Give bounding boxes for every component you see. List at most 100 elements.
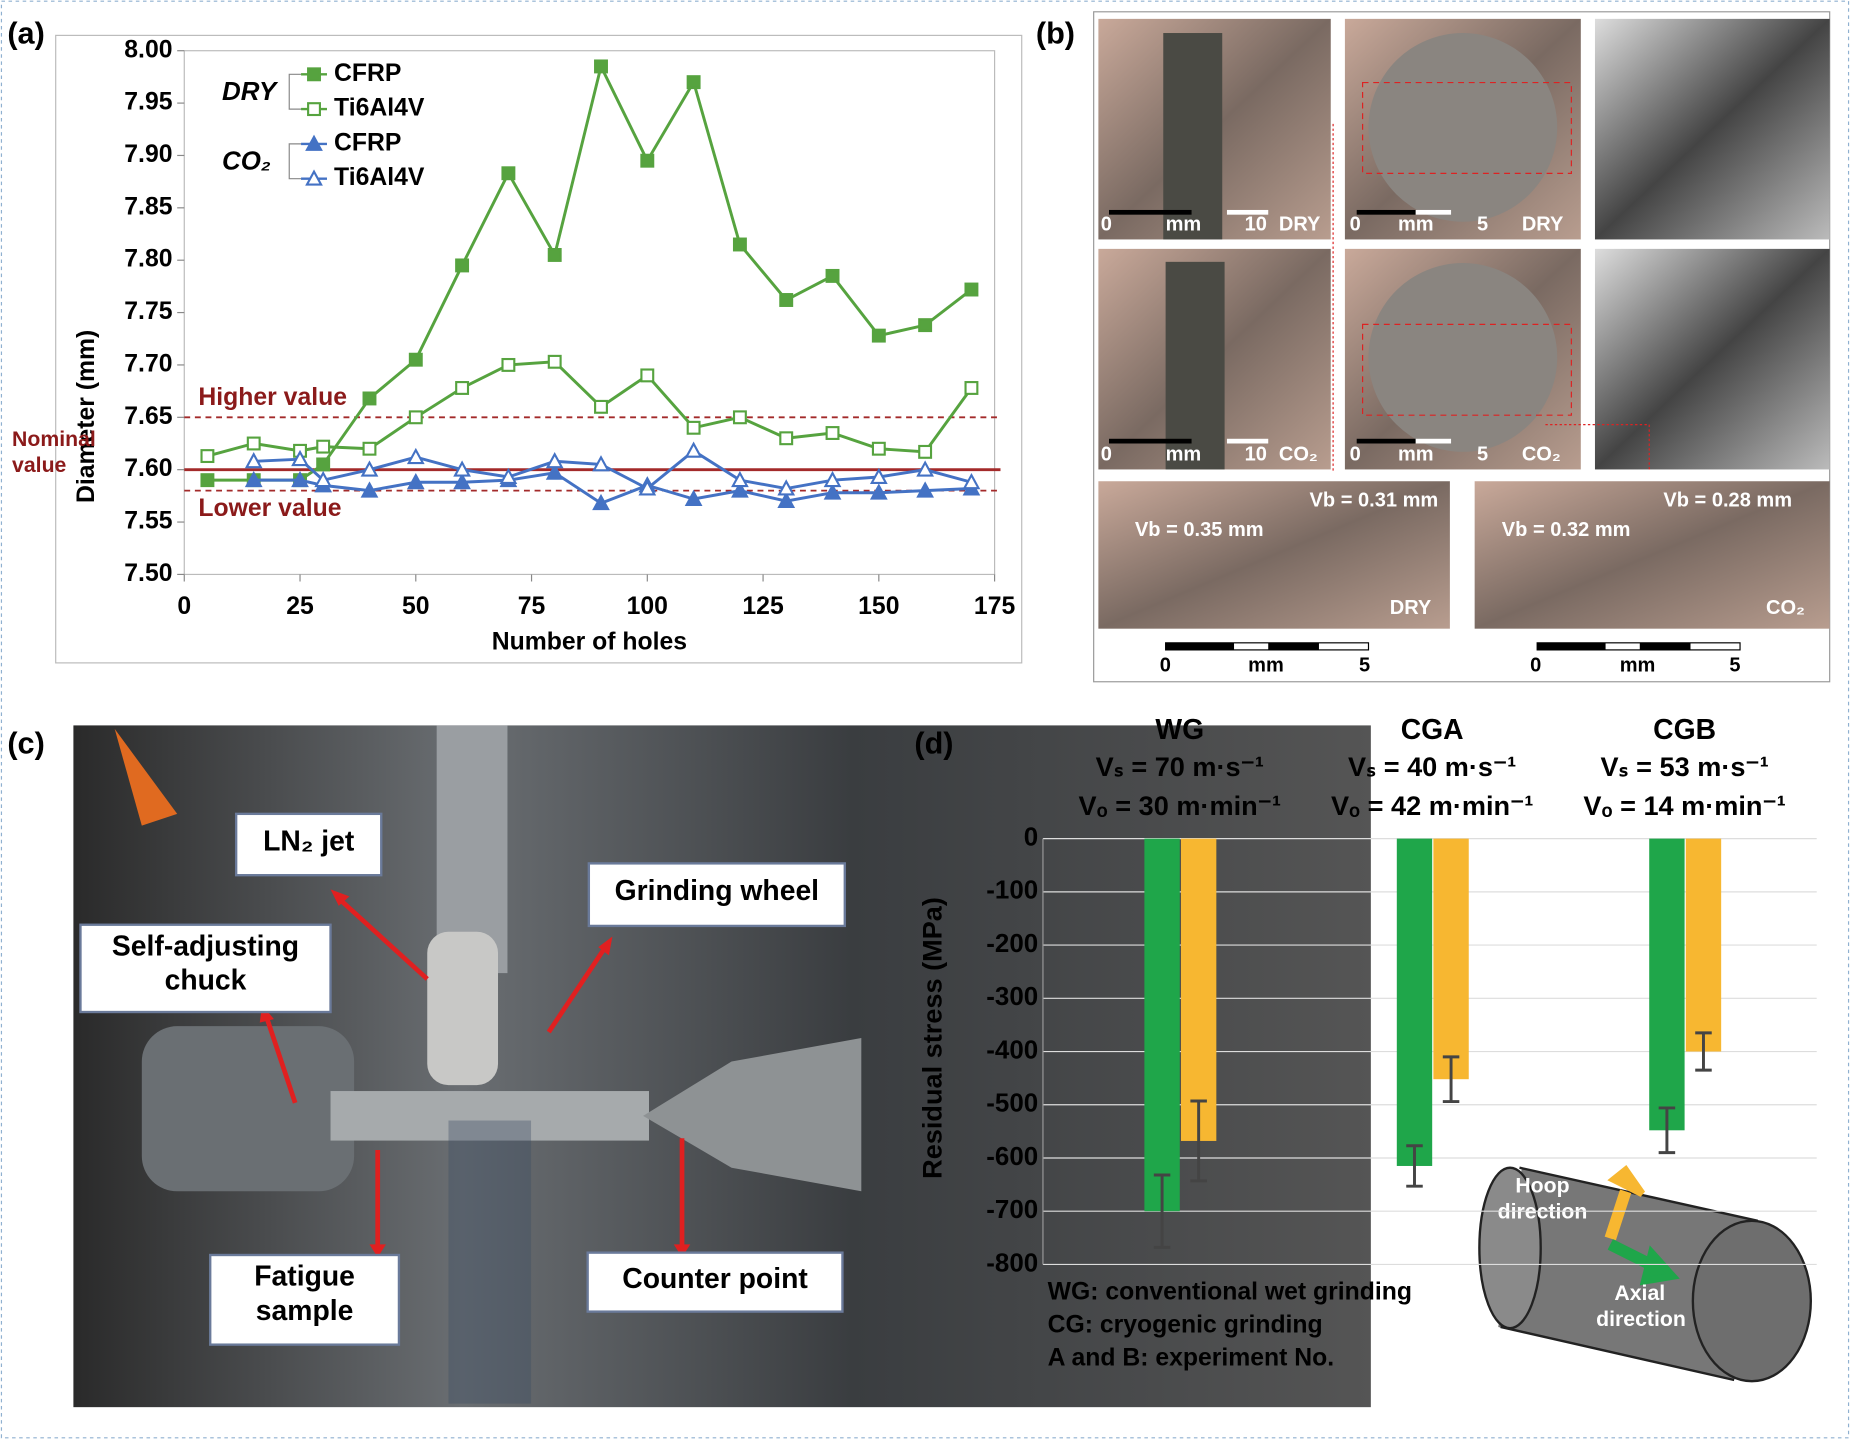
y-tick-label: 7.60 — [124, 455, 172, 482]
scale-label: mm — [1166, 214, 1202, 236]
y-tick-label: -700 — [986, 1196, 1038, 1224]
wear-label: Vb = 0.28 mm — [1663, 490, 1792, 512]
marker — [871, 328, 886, 343]
wear-label: Vb = 0.32 mm — [1502, 519, 1631, 541]
marker — [360, 481, 379, 498]
marker — [453, 460, 471, 477]
bar — [1685, 838, 1722, 1052]
marker — [732, 237, 747, 252]
legend-entry: Hoop direction — [1497, 1173, 1588, 1223]
panel-label: (b) — [1036, 16, 1075, 50]
x-tick-label: 25 — [286, 593, 314, 620]
marker — [547, 354, 562, 369]
marker — [455, 381, 470, 395]
callout-text: Counter point — [622, 1263, 808, 1296]
category-note: Vₛ = 40 m·s⁻¹ — [1348, 751, 1516, 782]
y-tick-label: 7.95 — [124, 89, 172, 116]
condition-label: DRY — [1522, 214, 1564, 236]
y-tick-label: -100 — [986, 877, 1038, 905]
scale-label: 0 — [1101, 444, 1112, 466]
marker — [592, 455, 610, 472]
marker — [314, 470, 333, 488]
scale-label: 5 — [1359, 655, 1370, 677]
category-note: Vₒ = 14 m·min⁻¹ — [1583, 790, 1785, 821]
marker — [684, 441, 703, 458]
category-note: Vₛ = 53 m·s⁻¹ — [1600, 751, 1768, 782]
scale-label: 10 — [1245, 214, 1267, 236]
scale-label: 0 — [1160, 655, 1171, 677]
marker — [455, 258, 470, 273]
legend-entry: CFRP — [334, 60, 401, 87]
legend-entry: CFRP — [334, 129, 401, 156]
marker — [316, 439, 331, 454]
legend-marker — [305, 134, 323, 151]
marker — [406, 472, 425, 490]
bar — [1180, 838, 1217, 1141]
callout: Self-adjusting chuck — [111, 930, 300, 997]
reference-label-text: Nominal value — [12, 427, 96, 477]
marker — [244, 452, 263, 469]
marker — [453, 472, 471, 490]
y-tick-label: 7.55 — [124, 508, 172, 535]
photo-panel-b — [1093, 11, 1831, 683]
scale-label: mm — [1398, 214, 1434, 236]
marker — [246, 436, 261, 451]
marker — [501, 166, 516, 181]
inset-legend: Hoop direction — [1497, 1173, 1588, 1223]
category-note: Vₛ = 70 m·s⁻¹ — [1096, 751, 1264, 782]
marker — [686, 75, 701, 90]
y-axis-label: Residual stress (MPa) — [917, 897, 948, 1179]
marker — [962, 472, 981, 490]
legend-entry: Ti6Al4V — [334, 95, 425, 122]
marker — [918, 444, 933, 459]
condition-label: CO₂ — [1522, 444, 1561, 466]
marker — [916, 460, 934, 477]
callout: Counter point — [622, 1263, 808, 1296]
condition-label: CO₂ — [1766, 597, 1805, 619]
legend-bracket — [288, 73, 302, 110]
x-tick-label: 125 — [742, 593, 784, 620]
category-note: Vₒ = 30 m·min⁻¹ — [1079, 790, 1281, 821]
marker — [545, 452, 564, 469]
bar — [1433, 838, 1469, 1080]
y-tick-label: -400 — [986, 1036, 1038, 1064]
marker — [916, 481, 934, 498]
marker — [244, 470, 263, 488]
marker — [545, 463, 564, 480]
marker — [779, 293, 794, 307]
y-tick-label: 7.85 — [124, 193, 172, 220]
marker — [869, 467, 888, 484]
category-label: WG — [1155, 713, 1204, 745]
scale-label: mm — [1398, 444, 1434, 466]
panel-label: (d) — [914, 727, 953, 761]
callout-text: Self-adjusting chuck — [111, 930, 300, 997]
marker — [964, 381, 979, 395]
y-tick-label: 7.90 — [124, 141, 172, 168]
marker — [640, 153, 655, 168]
y-tick-label: -300 — [986, 983, 1038, 1011]
marker — [547, 248, 562, 262]
condition-label: DRY — [1390, 597, 1432, 619]
marker — [777, 491, 796, 509]
wear-label: Vb = 0.35 mm — [1135, 519, 1264, 541]
legend-bracket — [288, 143, 302, 180]
marker — [501, 357, 516, 372]
legend-marker — [307, 102, 321, 117]
legend-entry: Ti6Al4V — [334, 164, 425, 191]
inset-legend: Axial direction — [1596, 1281, 1686, 1330]
cylinder-inset — [1478, 1164, 1812, 1383]
marker — [825, 426, 840, 440]
marker — [408, 410, 423, 425]
category-label: CGA — [1401, 713, 1464, 745]
marker — [200, 473, 215, 488]
marker — [291, 449, 309, 467]
bar — [1144, 838, 1180, 1212]
scale-label: 5 — [1477, 444, 1488, 466]
marker — [823, 470, 842, 488]
scale-label: 5 — [1477, 214, 1488, 236]
marker — [408, 352, 423, 367]
y-axis-label: Diameter (mm) — [73, 330, 100, 503]
x-axis-label: Number of holes — [492, 628, 687, 655]
marker — [732, 410, 747, 425]
scale-label: 0 — [1350, 444, 1361, 466]
